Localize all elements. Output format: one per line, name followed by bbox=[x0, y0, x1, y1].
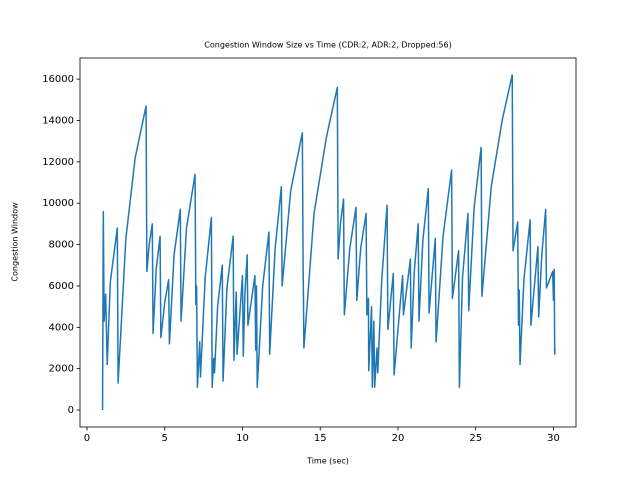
x-tick-label: 30 bbox=[547, 433, 560, 444]
x-tick-label: 5 bbox=[162, 433, 168, 444]
y-tick-label: 14000 bbox=[42, 115, 74, 126]
y-tick-label: 10000 bbox=[42, 198, 74, 209]
y-tick-label: 16000 bbox=[42, 74, 74, 85]
x-tick-label: 0 bbox=[84, 433, 90, 444]
line-series bbox=[101, 74, 556, 411]
x-tick-label: 15 bbox=[314, 433, 327, 444]
y-tick-label: 2000 bbox=[49, 364, 74, 375]
x-axis-label: Time (sec) bbox=[306, 457, 349, 466]
axes-frame bbox=[79, 57, 577, 428]
chart-title: Congestion Window Size vs Time (CDR:2, A… bbox=[204, 41, 451, 50]
y-tick-label: 0 bbox=[68, 405, 74, 416]
x-tick-label: 20 bbox=[392, 433, 405, 444]
x-tick-label: 25 bbox=[469, 433, 482, 444]
y-tick-label: 4000 bbox=[49, 322, 74, 333]
y-tick-label: 8000 bbox=[49, 240, 74, 251]
y-tick-label: 6000 bbox=[49, 281, 74, 292]
x-tick-label: 10 bbox=[236, 433, 249, 444]
y-axis-label: Congestion Window bbox=[11, 202, 20, 282]
y-tick-label: 12000 bbox=[42, 157, 74, 168]
